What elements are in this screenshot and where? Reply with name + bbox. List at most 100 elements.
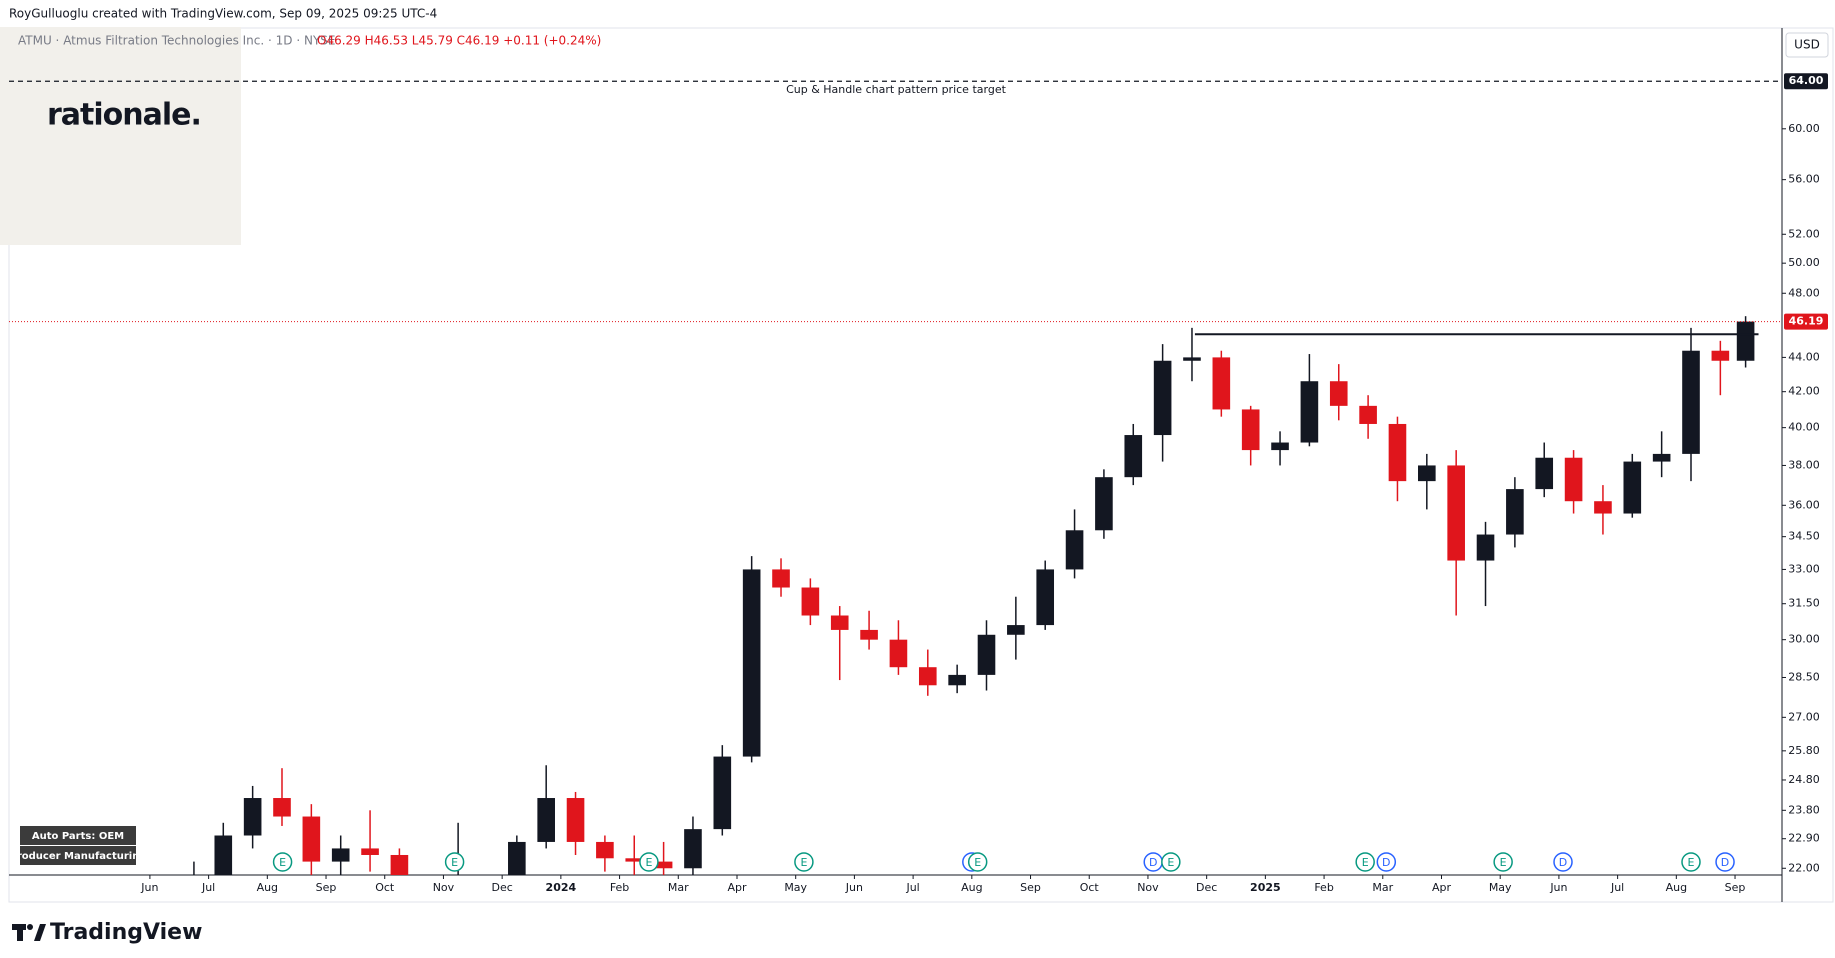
candle-body xyxy=(684,829,702,869)
x-tick-label: Jun xyxy=(140,881,158,894)
candle-body xyxy=(1535,457,1554,490)
event-label: D xyxy=(1382,856,1390,869)
x-tick-label: Sep xyxy=(1020,881,1041,894)
candle-body xyxy=(1682,350,1700,454)
last-price-label: 46.19 xyxy=(1789,315,1824,328)
candle-body xyxy=(1623,461,1642,514)
candle-body xyxy=(1095,477,1113,531)
event-marker xyxy=(967,852,988,872)
badge-box xyxy=(20,846,136,865)
last-price-box xyxy=(1784,313,1828,330)
x-tick-label: Dec xyxy=(1196,881,1217,894)
y-tick-label: 22.00 xyxy=(1788,861,1820,874)
event-marker xyxy=(444,852,465,872)
event-marker xyxy=(272,852,293,872)
quote: O46.29 H46.53 L45.79 C46.19 +0.11 (+0.24… xyxy=(317,34,601,48)
x-tick-label: Nov xyxy=(433,881,455,894)
candle-body xyxy=(1594,501,1612,514)
candle-body xyxy=(1564,457,1583,502)
x-tick-label: Apr xyxy=(727,881,747,894)
event-label: D xyxy=(1559,856,1567,869)
y-tick-label: 31.50 xyxy=(1788,597,1820,610)
candle-body xyxy=(654,861,673,869)
candle-body xyxy=(566,798,585,842)
x-tick-label: Mar xyxy=(668,881,689,894)
x-tick-label: 2024 xyxy=(546,881,577,894)
candle-body xyxy=(1183,357,1201,361)
event-label: E xyxy=(645,856,652,869)
y-tick-label: 22.90 xyxy=(1788,832,1820,845)
candle-body xyxy=(596,841,614,859)
x-tick-label: Jun xyxy=(1549,881,1567,894)
candle-body xyxy=(625,858,644,862)
event-label: E xyxy=(279,856,286,869)
y-tick-label: 52.00 xyxy=(1788,227,1820,240)
x-tick-label: Jul xyxy=(201,881,215,894)
currency-button[interactable] xyxy=(1785,32,1829,58)
event-marker xyxy=(794,852,814,872)
event-label: E xyxy=(1500,856,1507,869)
candle-body xyxy=(1736,321,1755,361)
candle-body xyxy=(1212,357,1231,410)
y-tick-label: 42.00 xyxy=(1788,385,1820,398)
y-tick-label: 36.00 xyxy=(1788,498,1820,511)
x-tick-label: May xyxy=(784,881,807,894)
y-tick-label: 60.00 xyxy=(1788,122,1820,135)
candle-body xyxy=(1271,442,1289,451)
target-label: 64.00 xyxy=(1789,74,1824,87)
x-tick-label: Jul xyxy=(905,881,919,894)
y-tick-label: 56.00 xyxy=(1788,173,1820,186)
x-tick-label: Aug xyxy=(961,881,982,894)
brand-logo xyxy=(12,924,46,941)
event-marker xyxy=(1161,852,1181,872)
event-label: E xyxy=(451,856,458,869)
event-label: E xyxy=(1688,856,1695,869)
x-tick-label: Mar xyxy=(1372,881,1393,894)
plot-area xyxy=(9,80,1782,921)
x-tick-label: Aug xyxy=(257,881,278,894)
event-marker xyxy=(1681,852,1701,872)
candle-body xyxy=(1418,465,1436,482)
event-marker xyxy=(1715,852,1735,872)
y-tick-label: 40.00 xyxy=(1788,421,1820,434)
candle-body xyxy=(331,848,350,862)
candle-body xyxy=(1153,360,1172,436)
event-label: E xyxy=(800,856,807,869)
badge-box xyxy=(20,826,136,845)
x-tick-label: Jun xyxy=(845,881,863,894)
candle-body xyxy=(214,835,233,875)
x-tick-label: Jul xyxy=(1610,881,1624,894)
target-label-box xyxy=(1784,73,1828,90)
candle-body xyxy=(772,569,790,588)
event-marker xyxy=(639,852,659,872)
candle-body xyxy=(420,903,438,917)
y-tick-label: 30.00 xyxy=(1788,633,1820,646)
y-tick-label: 27.00 xyxy=(1788,710,1820,723)
candle-body xyxy=(273,798,291,817)
y-tick-label: 33.00 xyxy=(1788,562,1820,575)
candle-body xyxy=(1506,489,1524,535)
candle-body xyxy=(361,848,379,855)
candle-body xyxy=(390,854,409,875)
badge: Producer Manufacturing xyxy=(9,851,146,862)
event-marker xyxy=(1553,852,1573,872)
candle-body xyxy=(1711,350,1730,361)
candle-body xyxy=(1652,453,1671,462)
candle-body xyxy=(537,798,555,842)
candle-body xyxy=(1447,465,1465,561)
candle-body xyxy=(1388,423,1407,482)
candle-body xyxy=(830,615,849,630)
currency[interactable]: USD xyxy=(1794,38,1820,52)
y-tick-label: 44.00 xyxy=(1788,350,1820,363)
x-tick-label: Oct xyxy=(1080,881,1100,894)
event-label: E xyxy=(1362,856,1369,869)
candle-body xyxy=(243,798,262,836)
candle-body xyxy=(889,639,908,668)
x-tick-label: Sep xyxy=(1725,881,1746,894)
y-tick-label: 23.80 xyxy=(1788,803,1820,816)
candle-body xyxy=(508,841,526,875)
candle-body xyxy=(156,910,174,921)
candle-body xyxy=(1241,409,1260,451)
